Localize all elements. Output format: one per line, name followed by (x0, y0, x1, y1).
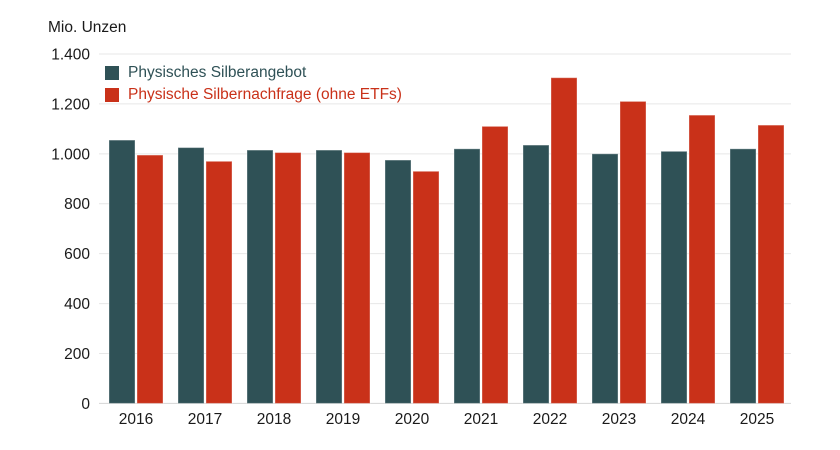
bar-demand-2019 (343, 152, 371, 404)
legend-label-supply: Physisches Silberangebot (128, 64, 307, 81)
y-tick-label-600: 600 (64, 246, 90, 263)
y-tick-label-400: 400 (64, 296, 90, 313)
bar-supply-2019 (315, 149, 343, 404)
bar-demand-2023 (619, 100, 647, 404)
bar-supply-2025 (729, 148, 757, 404)
bar-demand-2025 (757, 124, 785, 404)
bar-supply-2022 (522, 144, 550, 404)
x-tick-label-2016: 2016 (119, 411, 153, 428)
y-axis-unit-label: Mio. Unzen (48, 19, 127, 36)
bar-demand-2016 (136, 154, 164, 404)
bar-supply-2017 (177, 147, 205, 404)
legend-swatch-demand-icon (105, 88, 119, 102)
legend: Physisches Silberangebot Physische Silbe… (105, 62, 402, 106)
y-tick-label-200: 200 (64, 346, 90, 363)
x-tick-label-2025: 2025 (740, 411, 774, 428)
x-axis-tick-labels: 2016 2017 2018 2019 2020 2021 2022 2023 2024 2025 (119, 411, 774, 428)
bar-demand-2021 (481, 125, 509, 404)
legend-item-demand: Physische Silbernachfrage (ohne ETFs) (105, 84, 402, 106)
bar-supply-2024 (660, 150, 688, 404)
bar-demand-2024 (688, 114, 716, 404)
bar-demand-2022 (550, 77, 578, 404)
bar-demand-2020 (412, 170, 440, 404)
legend-item-supply: Physisches Silberangebot (105, 62, 402, 84)
bar-demand-2018 (274, 152, 302, 404)
x-tick-label-2020: 2020 (395, 411, 430, 428)
y-tick-label-1200: 1.200 (51, 96, 90, 113)
x-tick-label-2022: 2022 (533, 411, 567, 428)
x-tick-label-2019: 2019 (326, 411, 360, 428)
y-tick-label-0: 0 (81, 396, 90, 413)
x-tick-label-2021: 2021 (464, 411, 498, 428)
bar-supply-2018 (246, 149, 274, 404)
y-tick-label-1000: 1.000 (51, 146, 90, 163)
bar-series (108, 77, 785, 404)
x-tick-label-2023: 2023 (602, 411, 636, 428)
bar-supply-2021 (453, 148, 481, 404)
y-tick-label-800: 800 (64, 196, 90, 213)
legend-swatch-supply-icon (105, 66, 119, 80)
x-tick-label-2024: 2024 (671, 411, 706, 428)
bar-supply-2016 (108, 139, 136, 404)
bar-demand-2017 (205, 160, 233, 404)
x-tick-label-2017: 2017 (188, 411, 222, 428)
bar-supply-2023 (591, 153, 619, 404)
y-axis-tick-labels: 0 200 400 600 800 1.000 1.200 1.400 (51, 47, 90, 413)
x-tick-label-2018: 2018 (257, 411, 291, 428)
y-tick-label-1400: 1.400 (51, 47, 90, 64)
legend-label-demand: Physische Silbernachfrage (ohne ETFs) (128, 86, 402, 103)
bar-supply-2020 (384, 159, 412, 404)
